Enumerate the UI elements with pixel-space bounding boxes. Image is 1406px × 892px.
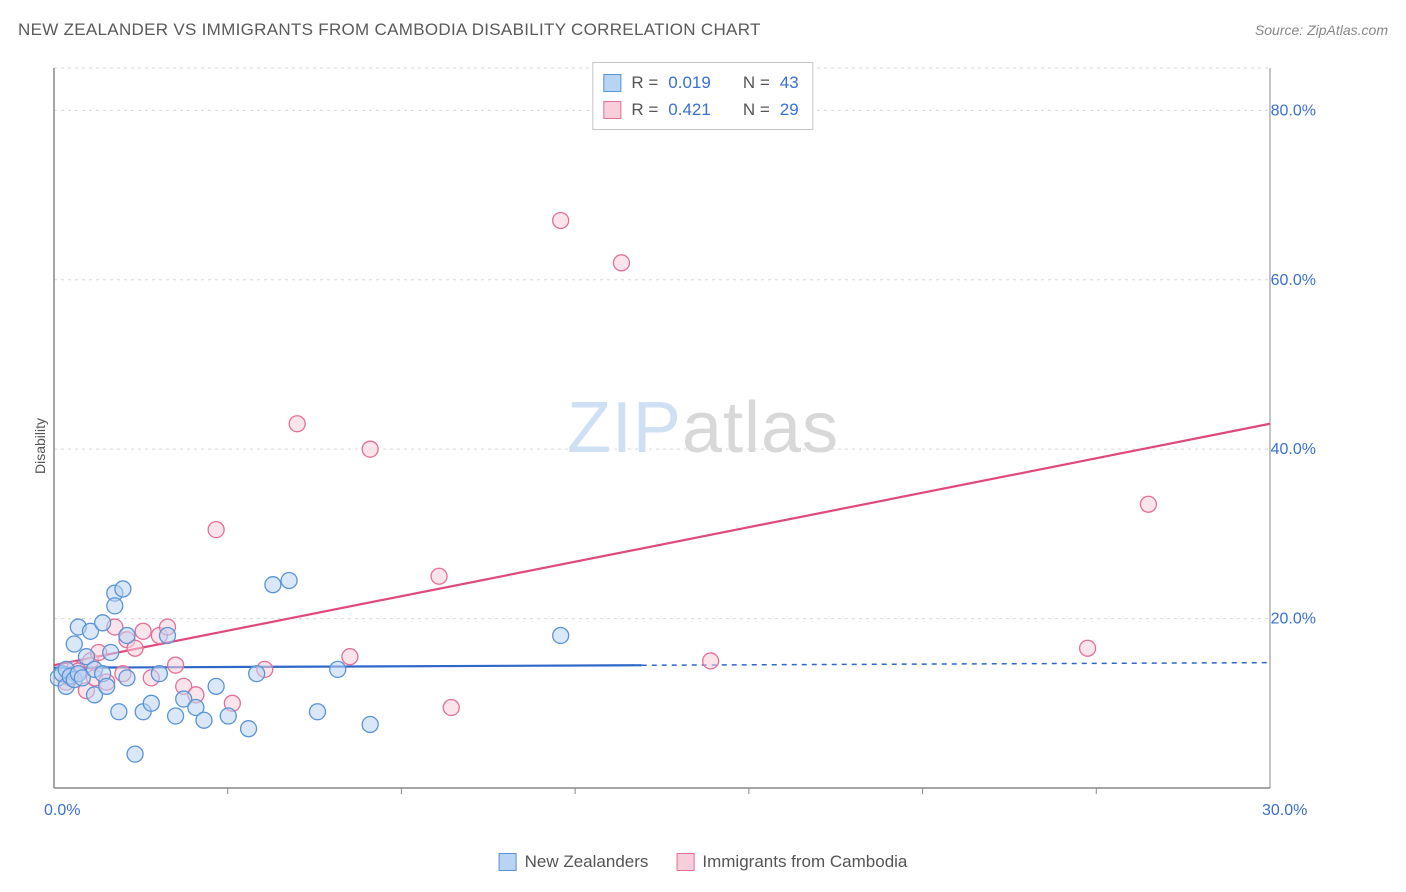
n-value-b: 29: [780, 96, 799, 123]
stats-row-series-a: R = 0.019 N = 43: [603, 69, 798, 96]
source-attribution: Source: ZipAtlas.com: [1255, 22, 1388, 38]
r-label-a: R =: [631, 69, 658, 96]
chart-plot-area: 20.0% 40.0% 60.0% 80.0%: [50, 58, 1330, 828]
legend-swatch-a-bottom: [499, 853, 517, 871]
series-legend: New Zealanders Immigrants from Cambodia: [499, 852, 908, 872]
n-label-a: N =: [743, 69, 770, 96]
n-value-a: 43: [780, 69, 799, 96]
svg-text:40.0%: 40.0%: [1271, 441, 1316, 458]
y-axis-label: Disability: [32, 418, 48, 474]
x-tick-1: 30.0%: [1262, 802, 1307, 820]
legend-label-b: Immigrants from Cambodia: [702, 852, 907, 872]
legend-swatch-b: [603, 101, 621, 119]
r-label-b: R =: [631, 96, 658, 123]
legend-swatch-a: [603, 74, 621, 92]
scatter-svg: 20.0% 40.0% 60.0% 80.0%: [50, 58, 1330, 828]
svg-text:20.0%: 20.0%: [1271, 611, 1316, 628]
svg-text:80.0%: 80.0%: [1271, 102, 1316, 119]
legend-swatch-b-bottom: [676, 853, 694, 871]
r-value-a: 0.019: [668, 69, 711, 96]
svg-text:60.0%: 60.0%: [1271, 272, 1316, 289]
n-label-b: N =: [743, 96, 770, 123]
legend-item-b: Immigrants from Cambodia: [676, 852, 907, 872]
legend-label-a: New Zealanders: [525, 852, 649, 872]
legend-item-a: New Zealanders: [499, 852, 649, 872]
stats-legend-box: R = 0.019 N = 43 R = 0.421 N = 29: [592, 62, 813, 130]
stats-row-series-b: R = 0.421 N = 29: [603, 96, 798, 123]
r-value-b: 0.421: [668, 96, 711, 123]
chart-title: NEW ZEALANDER VS IMMIGRANTS FROM CAMBODI…: [18, 20, 761, 40]
x-tick-0: 0.0%: [44, 802, 80, 820]
